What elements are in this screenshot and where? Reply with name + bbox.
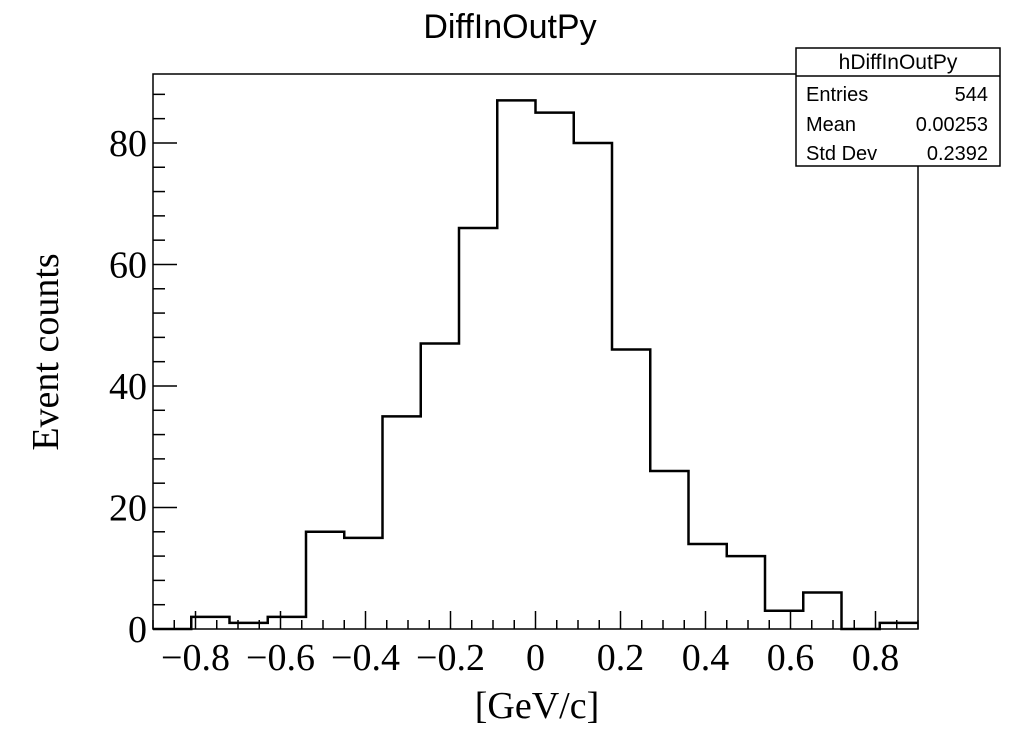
x-tick-label: 0.2: [597, 637, 645, 679]
stats-stddev-label: Std Dev: [806, 143, 877, 165]
x-tick-label: 0.4: [682, 637, 730, 679]
x-tick-label: −0.8: [161, 637, 230, 679]
x-axis: −0.8 −0.6 −0.4 −0.2 0 0.2 0.4 0.6 0.8: [152, 611, 919, 679]
y-tick-label: 0: [128, 609, 147, 651]
x-tick-label: 0: [526, 637, 545, 679]
chart-title: DiffInOutPy: [423, 8, 596, 46]
y-tick-label: 20: [109, 487, 147, 529]
stats-entries-label: Entries: [806, 84, 868, 106]
x-tick-label: −0.6: [246, 637, 315, 679]
stats-stddev-value: 0.2392: [927, 143, 988, 165]
stats-box-name: hDiffInOutPy: [839, 51, 958, 74]
stats-box: hDiffInOutPy Entries 544 Mean 0.00253 St…: [795, 47, 1001, 167]
x-tick-label: −0.4: [331, 637, 400, 679]
stats-entries-value: 544: [955, 84, 988, 106]
stats-mean-label: Mean: [806, 114, 856, 136]
y-axis-label: Event counts: [25, 253, 67, 450]
y-tick-label: 40: [109, 366, 147, 408]
stats-box-frame: [795, 47, 1001, 167]
x-tick-label: −0.2: [416, 637, 485, 679]
x-tick-label: 0.6: [767, 637, 815, 679]
stats-mean-value: 0.00253: [916, 114, 988, 136]
y-tick-label: 80: [109, 123, 147, 165]
y-axis: 0 20 40 60 80: [109, 93, 177, 651]
x-tick-label: 0.8: [852, 637, 900, 679]
histogram-line: [153, 99, 918, 631]
y-tick-label: 60: [109, 244, 147, 286]
x-axis-label: [GeV/c]: [475, 685, 599, 727]
